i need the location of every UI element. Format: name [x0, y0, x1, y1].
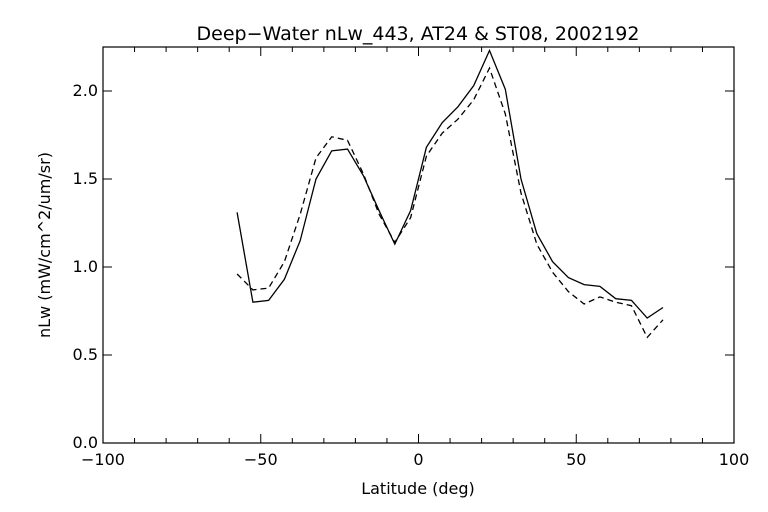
y-tick-label: 2.0	[73, 81, 98, 100]
series-line-solid	[236, 48, 664, 319]
x-tick-label: −50	[244, 450, 278, 469]
y-tick-label: 0.5	[73, 345, 98, 364]
x-tick-label: 0	[413, 450, 423, 469]
chart-title: Deep−Water nLw_443, AT24 & ST08, 2002192	[197, 23, 640, 45]
tick-labels: −100 −50 0 50 100 0.0 0.5 1.0 1.5 2.0	[73, 81, 750, 469]
x-tick-label: 50	[566, 450, 586, 469]
series-line-dashed	[236, 66, 664, 339]
plot-frame	[102, 46, 735, 444]
x-tick-label: 100	[719, 450, 750, 469]
y-axis-label: nLw (mW/cm^2/um/sr)	[35, 152, 54, 338]
series-group	[236, 48, 664, 339]
x-tick-label: −100	[81, 450, 125, 469]
y-tick-label: 0.0	[73, 433, 98, 452]
x-axis-label: Latitude (deg)	[361, 479, 475, 498]
y-tick-label: 1.0	[73, 257, 98, 276]
axis-ticks	[102, 47, 735, 444]
y-tick-label: 1.5	[73, 169, 98, 188]
